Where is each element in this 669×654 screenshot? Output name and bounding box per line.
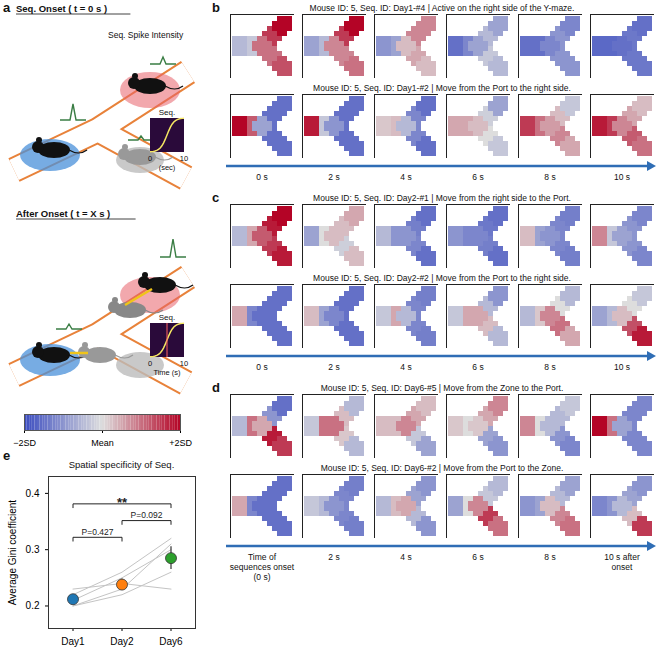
svg-text:Mouse ID: 5, Seq. ID: Day2-#2: Mouse ID: 5, Seq. ID: Day2-#2 | Move fro… (313, 273, 571, 283)
svg-text:a: a (3, 0, 11, 15)
svg-text:6 s: 6 s (472, 552, 483, 562)
svg-text:Time of: Time of (248, 552, 277, 562)
svg-text:After Onset ( t = X s ): After Onset ( t = X s ) (16, 208, 110, 219)
svg-text:sequences onset: sequences onset (230, 562, 295, 572)
svg-text:Mouse ID: 5, Seq. ID: Day6-#5: Mouse ID: 5, Seq. ID: Day6-#5 | Move fro… (321, 383, 564, 393)
svg-text:Mouse ID: 5, Seq. ID: Day1-#2: Mouse ID: 5, Seq. ID: Day1-#2 | Move fro… (313, 83, 571, 93)
svg-text:−2SD: −2SD (13, 438, 36, 448)
svg-text:6 s: 6 s (472, 172, 483, 182)
svg-text:Time (s): Time (s) (153, 368, 181, 377)
svg-text:d: d (212, 380, 220, 395)
svg-text:0.4: 0.4 (26, 488, 40, 499)
svg-text:(sec): (sec) (159, 163, 176, 172)
svg-text:2 s: 2 s (328, 552, 339, 562)
svg-text:Seq. Onset ( t = 0 s ): Seq. Onset ( t = 0 s ) (16, 3, 107, 14)
svg-text:0.2: 0.2 (26, 600, 40, 611)
svg-text:Day6: Day6 (159, 636, 183, 647)
svg-text:6 s: 6 s (472, 362, 483, 372)
svg-text:10 s after: 10 s after (604, 552, 640, 562)
svg-text:0: 0 (148, 359, 152, 368)
svg-text:8 s: 8 s (544, 172, 555, 182)
svg-text:Seq.: Seq. (159, 313, 175, 322)
svg-text:8 s: 8 s (544, 552, 555, 562)
svg-text:e: e (3, 448, 10, 463)
svg-text:+2SD: +2SD (169, 438, 192, 448)
svg-text:Spatial specificity of Seq.: Spatial specificity of Seq. (69, 459, 175, 470)
svg-text:10: 10 (180, 359, 188, 368)
svg-text:**: ** (117, 495, 128, 510)
svg-text:10: 10 (180, 154, 188, 163)
svg-text:0 s: 0 s (256, 362, 267, 372)
svg-text:Seq.: Seq. (159, 108, 175, 117)
svg-text:0 s: 0 s (256, 172, 267, 182)
svg-text:onset: onset (612, 562, 633, 572)
svg-text:c: c (212, 190, 219, 205)
svg-text:b: b (212, 0, 220, 15)
svg-text:0: 0 (148, 154, 152, 163)
svg-text:Mouse ID: 5, Seq. ID: Day2-#1: Mouse ID: 5, Seq. ID: Day2-#1 | Move fro… (313, 193, 571, 203)
svg-text:P=0.092: P=0.092 (131, 510, 163, 520)
svg-text:Day1: Day1 (61, 636, 85, 647)
svg-text:4 s: 4 s (400, 552, 411, 562)
svg-text:8 s: 8 s (544, 362, 555, 372)
svg-text:2 s: 2 s (328, 362, 339, 372)
svg-text:10 s: 10 s (614, 362, 630, 372)
svg-text:Average Gini coefficient: Average Gini coefficient (7, 500, 18, 605)
svg-text:Mean: Mean (91, 438, 114, 448)
svg-text:Seq. Spike Intensity: Seq. Spike Intensity (108, 30, 184, 40)
svg-text:(0 s): (0 s) (254, 572, 271, 582)
svg-text:Mouse ID: 5, Seq. ID: Day6-#2: Mouse ID: 5, Seq. ID: Day6-#2 | Move fro… (321, 463, 564, 473)
svg-text:2 s: 2 s (328, 172, 339, 182)
svg-text:4 s: 4 s (400, 172, 411, 182)
svg-text:Day2: Day2 (110, 636, 134, 647)
svg-text:P=0.427: P=0.427 (82, 527, 114, 537)
svg-text:Mouse ID: 5, Seq. ID: Day1-#4: Mouse ID: 5, Seq. ID: Day1-#4 | Active o… (310, 3, 575, 13)
svg-text:0.3: 0.3 (26, 544, 40, 555)
svg-text:10 s: 10 s (614, 172, 630, 182)
svg-text:4 s: 4 s (400, 362, 411, 372)
